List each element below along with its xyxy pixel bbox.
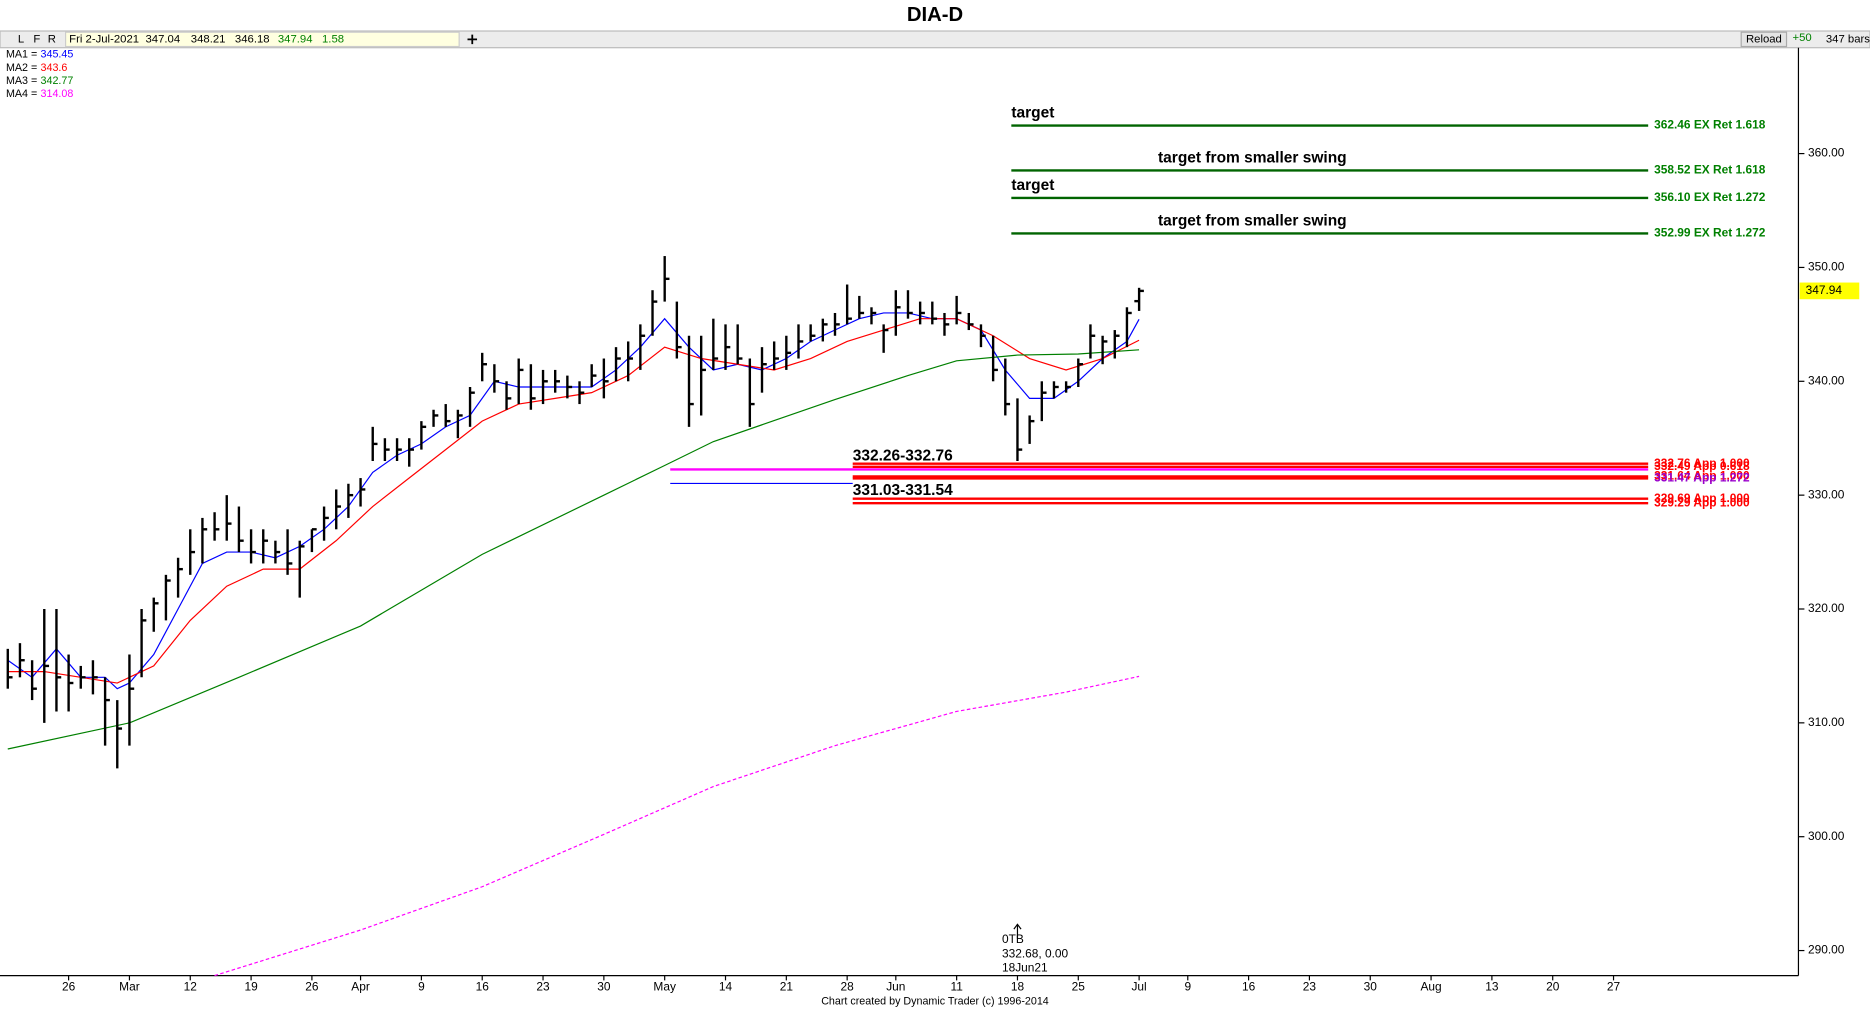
x-tick-label: Jun: [886, 980, 905, 994]
y-tick-label: 360.00: [1808, 146, 1845, 160]
x-tick-label: Aug: [1420, 980, 1441, 994]
x-tick-label: 26: [62, 980, 76, 994]
x-tick-label: 9: [418, 980, 425, 994]
moving-average: [7, 318, 1140, 684]
target-label: 352.99 EX Ret 1.272: [1654, 226, 1766, 240]
quote-date: Fri 2-Jul-2021: [69, 33, 139, 45]
bar-count: 347 bars: [1826, 33, 1870, 45]
support-label: 331.47 App 1.272: [1654, 471, 1750, 485]
x-tick-label: 25: [1072, 980, 1086, 994]
button-f[interactable]: F: [33, 33, 40, 45]
support-label: 329.69 App 1.000: [1654, 491, 1750, 505]
legend-value: 314.08: [41, 88, 74, 100]
legend-name: MA4 =: [6, 88, 37, 100]
target-label: 358.52 EX Ret 1.618: [1654, 163, 1766, 177]
target-label: 356.10 EX Ret 1.272: [1654, 190, 1766, 204]
x-tick-label: 18: [1011, 980, 1025, 994]
legend-value: 343.6: [41, 62, 68, 74]
x-tick-label: 9: [1184, 980, 1191, 994]
x-tick-label: 23: [536, 980, 550, 994]
x-tick-label: Jul: [1131, 980, 1146, 994]
button-l[interactable]: L: [18, 33, 24, 45]
x-tick-label: 12: [184, 980, 198, 994]
x-tick-label: 30: [597, 980, 611, 994]
target-note: target: [1011, 177, 1054, 194]
x-tick-label: 27: [1607, 980, 1621, 994]
header-bar: [0, 30, 1870, 49]
last-price-box: [1799, 282, 1860, 300]
legend-value: 345.45: [41, 49, 74, 61]
zone-label: 331.03-331.54: [853, 482, 953, 499]
legend-value: 342.77: [41, 75, 74, 87]
y-tick-label: 310.00: [1808, 715, 1845, 729]
footer: Chart created by Dynamic Trader (c) 1996…: [821, 996, 1049, 1008]
annotation-text: 332.68, 0.00: [1002, 946, 1069, 960]
x-tick-label: 14: [719, 980, 733, 994]
x-tick-label: 16: [476, 980, 490, 994]
plot: 290.00 300.00 310.00 320.00 330.00 340.00 350.…: [6, 49, 1860, 994]
quote-close: 347.94: [278, 33, 313, 45]
target-note: target from smaller swing: [1158, 150, 1347, 167]
quote-box: [64, 31, 460, 48]
quote-low: 346.18: [235, 33, 270, 45]
target-note: target from smaller swing: [1158, 213, 1347, 230]
y-tick-label: 300.00: [1808, 829, 1845, 843]
x-tick-label: 26: [305, 980, 319, 994]
y-tick-label: 340.00: [1808, 373, 1845, 387]
add-button[interactable]: [467, 34, 478, 45]
target-note: target: [1011, 105, 1054, 122]
plus-bars[interactable]: +50: [1792, 32, 1811, 44]
x-tick-label: Apr: [351, 980, 370, 994]
x-tick-label: Mar: [119, 980, 140, 994]
zone-label: 332.26-332.76: [853, 448, 953, 465]
x-tick-label: 30: [1364, 980, 1378, 994]
x-tick-label: 11: [950, 980, 963, 994]
y-tick-label: 350.00: [1808, 260, 1845, 274]
support-label: 332.76 App 1.000: [1654, 456, 1750, 470]
x-tick-label: 28: [841, 980, 855, 994]
reload-button[interactable]: [1740, 31, 1788, 48]
support-label: 331.64 App 1.000: [1654, 469, 1750, 483]
x-tick-label: 20: [1546, 980, 1560, 994]
x-tick-label: 21: [780, 980, 794, 994]
legend-name: MA2 =: [6, 62, 37, 74]
quote-high: 348.21: [191, 33, 226, 45]
legend-name: MA1 =: [6, 49, 37, 61]
x-tick-label: 16: [1242, 980, 1256, 994]
annotation-arrow: [1013, 923, 1022, 939]
support-label: 332.49 App 0.618: [1654, 459, 1750, 473]
y-tick-label: 320.00: [1808, 601, 1845, 615]
legend-name: MA3 =: [6, 75, 37, 87]
quote-change: 1.58: [322, 33, 344, 45]
moving-average: [7, 349, 1140, 750]
x-tick-label: May: [653, 980, 676, 994]
support-label: 329.29 App 1.000: [1654, 495, 1750, 509]
button-r[interactable]: R: [48, 33, 56, 45]
x-tick-label: 23: [1303, 980, 1317, 994]
x-tick-label: 13: [1485, 980, 1499, 994]
last-price-label: 347.94: [1806, 283, 1843, 297]
annotation-text: 18Jun21: [1002, 961, 1048, 975]
chart-title: DIA-D: [907, 4, 963, 26]
moving-average: [214, 675, 1140, 977]
quote-open: 347.04: [145, 33, 180, 45]
annotation-text: 0TB: [1002, 932, 1024, 946]
x-tick-label: 19: [244, 980, 258, 994]
y-tick-label: 330.00: [1808, 487, 1845, 501]
reload-label[interactable]: Reload: [1746, 33, 1782, 45]
target-label: 362.46 EX Ret 1.618: [1654, 118, 1766, 132]
y-tick-label: 290.00: [1808, 943, 1845, 957]
